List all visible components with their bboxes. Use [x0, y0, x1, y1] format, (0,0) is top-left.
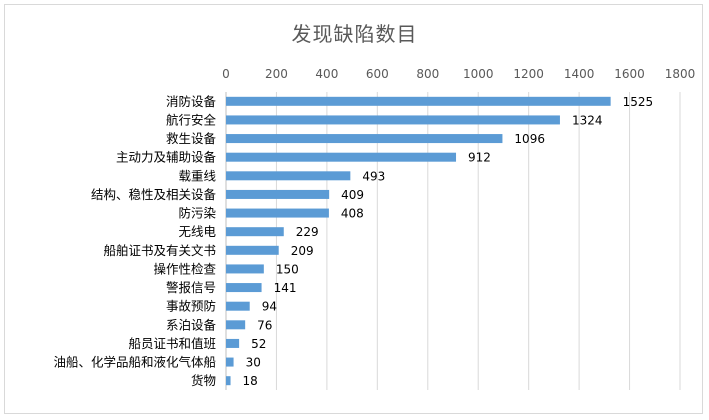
category-label: 结构、稳性及相关设备 [91, 187, 217, 202]
data-label: 409 [341, 188, 364, 202]
data-label: 1096 [514, 132, 545, 146]
bar [226, 115, 560, 125]
x-tick-label: 1800 [665, 67, 696, 81]
x-tick-label: 800 [416, 67, 439, 81]
x-tick-label: 1600 [614, 67, 645, 81]
chart-title: 发现缺陷数目 [291, 22, 418, 46]
category-label: 警报信号 [166, 280, 216, 295]
data-label: 229 [296, 225, 319, 239]
data-label: 94 [262, 300, 277, 314]
category-label: 载重线 [178, 168, 216, 183]
data-label: 76 [257, 318, 272, 332]
data-label: 408 [341, 207, 364, 221]
x-tick-label: 1200 [513, 67, 544, 81]
data-label: 30 [246, 356, 261, 370]
category-label: 消防设备 [166, 94, 217, 109]
bar [226, 227, 284, 237]
bar [226, 96, 611, 106]
bar [226, 357, 234, 367]
x-tick-label: 1400 [564, 67, 595, 81]
bar [226, 320, 246, 330]
bar [226, 301, 250, 311]
bar [226, 152, 457, 162]
category-label: 主动力及辅助设备 [116, 150, 217, 165]
data-label: 1525 [623, 95, 654, 109]
category-label: 操作性检查 [153, 261, 216, 276]
category-label: 船员证书和值班 [128, 336, 216, 351]
chart-frame [4, 4, 703, 414]
category-label: 防污染 [178, 206, 216, 221]
bar [226, 264, 264, 274]
category-label: 救生设备 [166, 131, 217, 146]
bar [226, 338, 240, 348]
bar [226, 245, 279, 255]
data-label: 912 [468, 151, 491, 165]
bar [226, 171, 351, 181]
data-label: 209 [291, 244, 314, 258]
bar [226, 376, 231, 386]
data-label: 150 [276, 262, 299, 276]
category-label: 无线电 [178, 224, 216, 239]
data-label: 18 [243, 374, 258, 388]
category-label: 油船、化学品船和液化气体船 [53, 355, 216, 370]
category-label: 船舶证书及有关文书 [103, 243, 216, 258]
bar [226, 189, 330, 199]
x-tick-label: 200 [265, 67, 288, 81]
data-label: 141 [274, 281, 297, 295]
x-tick-label: 1000 [463, 67, 494, 81]
x-tick-label: 0 [222, 67, 230, 81]
category-label: 货物 [191, 373, 216, 388]
bar [226, 134, 503, 144]
data-label: 52 [251, 337, 266, 351]
x-tick-label: 600 [366, 67, 389, 81]
bar [226, 283, 262, 293]
data-label: 493 [362, 169, 385, 183]
category-label: 航行安全 [166, 112, 217, 127]
data-label: 1324 [572, 113, 603, 127]
x-tick-label: 400 [315, 67, 338, 81]
category-label: 事故预防 [166, 299, 216, 314]
category-label: 系泊设备 [166, 317, 217, 332]
bar [226, 208, 329, 218]
